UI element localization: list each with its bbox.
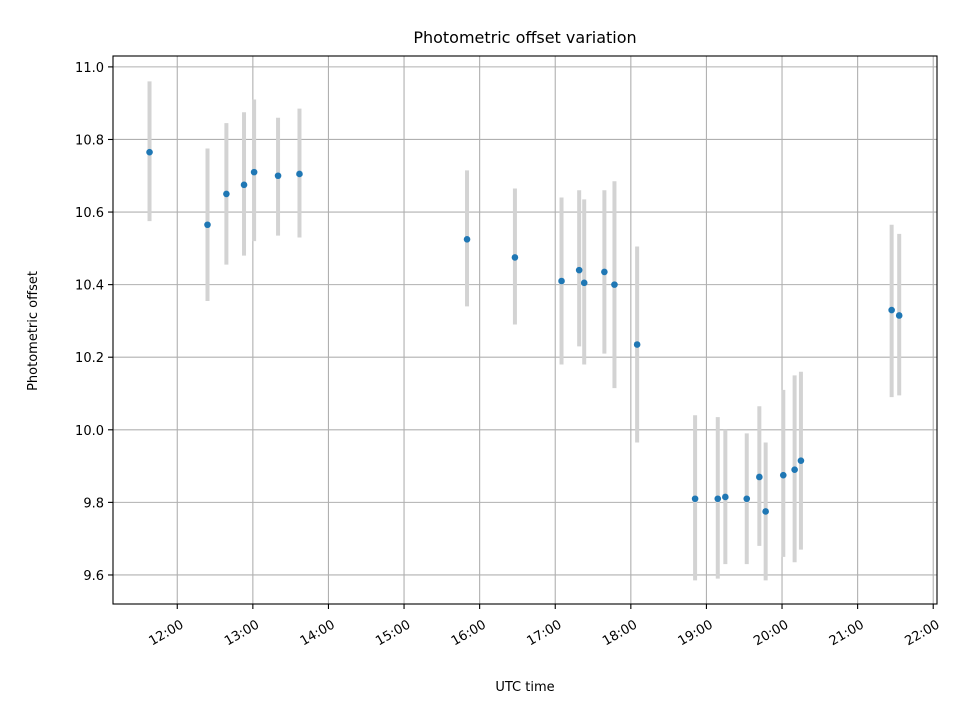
x-tick-label: 21:00 xyxy=(827,617,867,649)
y-tick-label: 10.6 xyxy=(75,206,104,221)
y-tick-label: 10.4 xyxy=(75,279,104,294)
x-tick-label: 12:00 xyxy=(147,617,187,649)
data-point xyxy=(240,181,248,189)
y-tick-label: 11.0 xyxy=(75,61,104,76)
x-tick-label: 16:00 xyxy=(449,617,489,649)
data-point xyxy=(762,508,769,515)
data-point xyxy=(779,471,787,479)
data-point xyxy=(601,268,608,276)
chart-title: Photometric offset variation xyxy=(413,28,636,47)
y-tick-label: 10.8 xyxy=(75,133,104,148)
data-point xyxy=(463,235,471,243)
data-point xyxy=(743,495,751,503)
data-point xyxy=(558,277,565,285)
x-tick-label: 18:00 xyxy=(600,617,640,649)
data-point xyxy=(223,190,230,198)
x-tick-label: 22:00 xyxy=(902,617,942,649)
y-tick-label: 10.0 xyxy=(75,424,104,439)
data-point xyxy=(611,281,618,288)
x-tick-label: 14:00 xyxy=(298,617,338,649)
data-point xyxy=(204,221,211,229)
data-point xyxy=(274,172,282,180)
x-tick-label: 15:00 xyxy=(373,617,413,649)
data-point xyxy=(511,254,519,261)
data-point xyxy=(633,341,641,348)
data-point xyxy=(691,495,699,503)
data-point xyxy=(791,466,798,474)
plot-frame xyxy=(112,55,938,605)
x-tick-label: 13:00 xyxy=(222,617,262,649)
x-tick-label: 19:00 xyxy=(676,617,716,649)
y-tick-label: 9.8 xyxy=(83,496,104,511)
y-axis-label: Photometric offset xyxy=(26,271,41,391)
data-point xyxy=(714,495,722,503)
grid-lines xyxy=(113,56,937,604)
data-point xyxy=(797,457,805,464)
data-point xyxy=(895,312,903,319)
x-axis-label: UTC time xyxy=(495,680,554,695)
data-point xyxy=(146,148,153,156)
y-tick-label: 9.6 xyxy=(83,569,104,584)
data-point xyxy=(296,170,303,178)
x-tick-label: 17:00 xyxy=(524,617,564,649)
data-points xyxy=(146,148,903,515)
data-point xyxy=(722,493,729,501)
data-point xyxy=(250,168,258,176)
data-point xyxy=(756,473,763,481)
error-bars xyxy=(147,81,902,581)
y-axis-ticks: 9.6 9.8 10.0 10.2 10.4 10.6 10.8 11.0 xyxy=(75,61,113,584)
x-tick-label: 20:00 xyxy=(751,617,791,649)
data-point xyxy=(580,279,588,287)
data-point xyxy=(888,306,895,314)
x-axis-ticks: 12:00 13:00 14:00 15:00 16:00 17:00 18:00 19:00… xyxy=(147,604,942,649)
data-point xyxy=(575,266,583,274)
y-tick-label: 10.2 xyxy=(75,351,104,366)
